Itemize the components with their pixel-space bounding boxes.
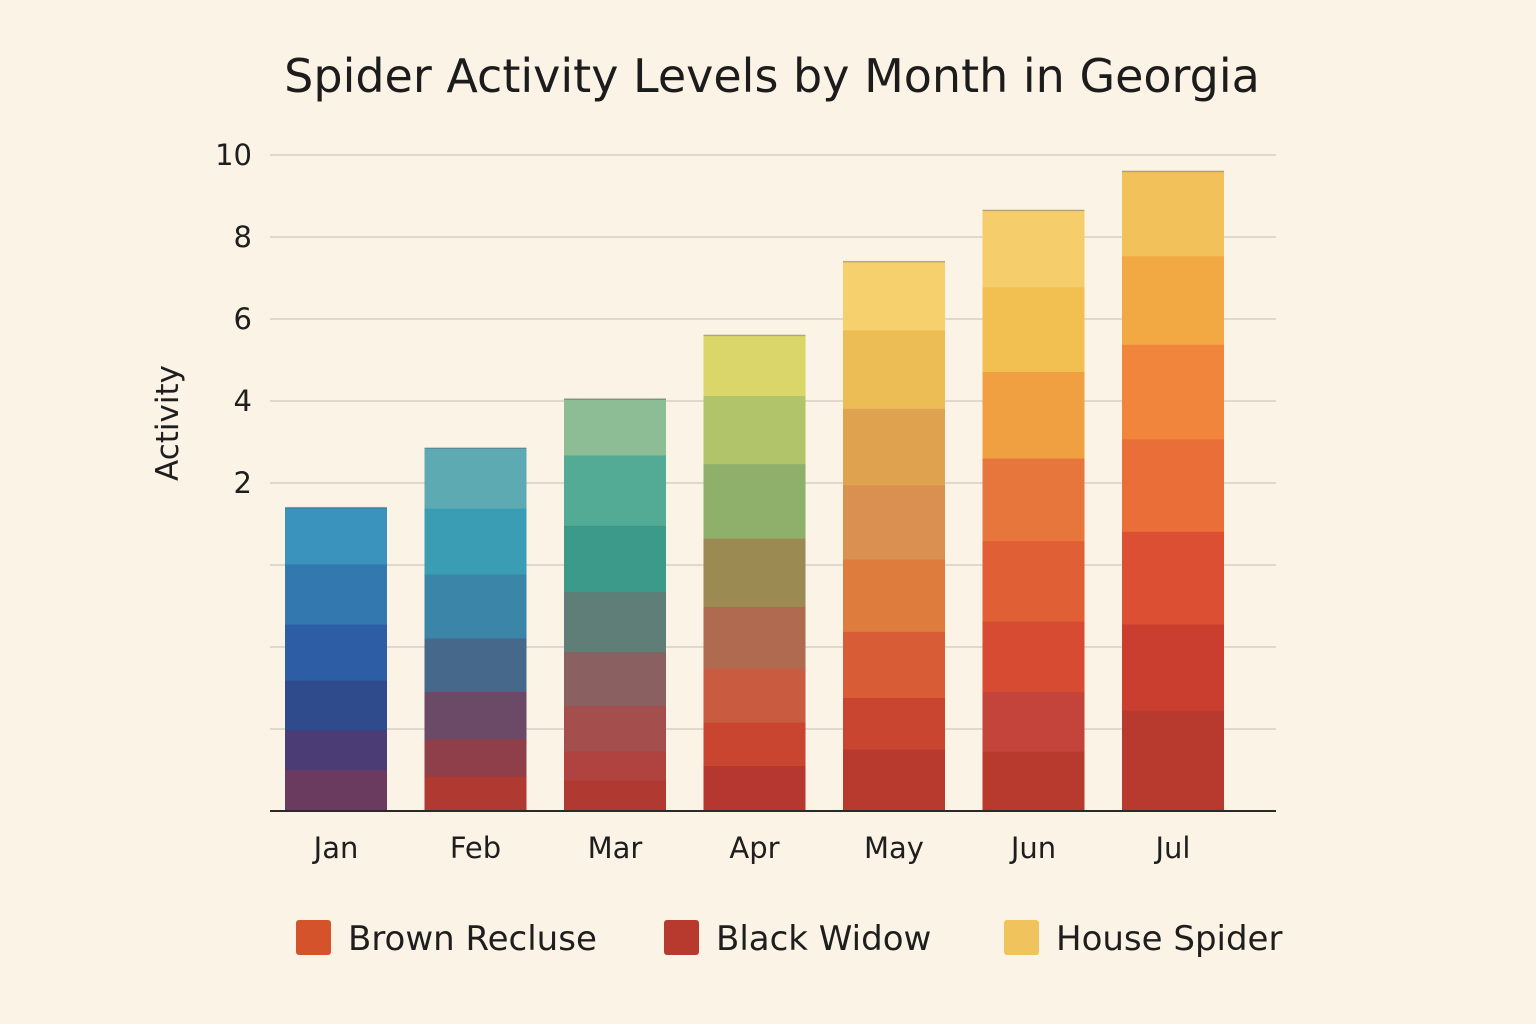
bar-segment	[843, 484, 945, 560]
x-tick-label: Feb	[450, 831, 501, 865]
legend-label: Black Widow	[716, 919, 931, 959]
chart-title: Spider Activity Levels by Month in Georg…	[284, 49, 1260, 103]
bar-segment	[843, 749, 945, 812]
legend-swatch	[1004, 920, 1039, 955]
bar-segment	[843, 697, 945, 750]
bar-segment	[424, 637, 527, 693]
bar-segment	[982, 286, 1085, 372]
x-tick-label: Jan	[312, 831, 359, 865]
legend-item: House Spider	[1004, 919, 1282, 959]
bar-segment	[703, 335, 806, 396]
y-tick-label: 8	[234, 220, 252, 254]
bar-segment	[1122, 710, 1224, 812]
x-tick-label: Mar	[588, 831, 643, 865]
legend: Brown Recluse Black Widow House Spider	[296, 919, 1282, 959]
bar-segment	[285, 680, 387, 731]
bar-segment	[982, 540, 1085, 622]
bar-segment	[424, 507, 527, 575]
bar-segment	[1122, 344, 1224, 440]
bar-segment	[703, 606, 806, 669]
y-tick-label: 4	[234, 384, 252, 418]
bar-segment	[285, 769, 387, 812]
bar-segment	[843, 261, 945, 331]
bar-segment	[703, 538, 806, 607]
bar-segment	[285, 623, 387, 681]
legend-swatch	[664, 920, 699, 955]
legend-item: Black Widow	[664, 919, 931, 959]
bar-segment	[564, 454, 666, 526]
bar-segment	[982, 691, 1085, 752]
x-tick-labels: Jan Feb Mar Apr May Jun Jul	[312, 831, 1191, 865]
bar-segment	[982, 371, 1085, 459]
y-tick-label: 6	[234, 302, 252, 336]
bar-segment	[424, 573, 527, 639]
y-axis-title: Activity	[150, 365, 186, 481]
bar-segment	[564, 705, 666, 752]
bar-jan	[285, 506, 387, 812]
y-tick-label: 10	[215, 138, 252, 172]
legend-item: Brown Recluse	[296, 919, 597, 959]
bar-segment	[703, 463, 806, 539]
bar-mar	[564, 398, 666, 812]
bar-segment	[424, 775, 527, 812]
bar-segment	[424, 448, 527, 509]
bar-segment	[843, 559, 945, 632]
bar-segment	[703, 722, 806, 767]
bar-segment	[564, 750, 666, 781]
bar-segment	[424, 738, 527, 777]
bar-segment	[843, 631, 945, 699]
bar-segment	[1122, 255, 1224, 345]
y-tick-labels: 2 4 6 8 10	[215, 138, 252, 500]
bar-feb	[424, 447, 527, 812]
bar-segment	[564, 398, 666, 456]
legend-swatch	[296, 920, 331, 955]
bar-segment	[564, 651, 666, 706]
bar-segment	[1122, 531, 1224, 625]
bar-may	[843, 260, 945, 812]
bar-apr	[703, 334, 806, 812]
x-tick-label: Apr	[729, 831, 779, 865]
bar-segment	[564, 591, 666, 653]
bar-segment	[703, 668, 806, 723]
bar-segment	[1122, 623, 1224, 711]
bar-segment	[703, 395, 806, 465]
bar-segment	[1122, 171, 1224, 257]
bar-segment	[564, 525, 666, 593]
bar-jun	[982, 209, 1085, 812]
legend-label: Brown Recluse	[348, 919, 597, 959]
bar-segment	[564, 779, 666, 812]
bar-segment	[1122, 438, 1224, 532]
bar-segment	[285, 507, 387, 565]
bar-segment	[982, 210, 1085, 288]
x-tick-label: Jul	[1154, 831, 1191, 865]
y-tick-label: 2	[234, 466, 252, 500]
bar-segment	[703, 765, 806, 812]
bar-segment	[843, 408, 945, 486]
bar-segment	[285, 563, 387, 625]
bar-segment	[285, 729, 387, 771]
bar-jul	[1122, 170, 1224, 812]
bar-segment	[982, 458, 1085, 542]
bars	[285, 170, 1224, 812]
bar-segment	[982, 751, 1085, 812]
legend-label: House Spider	[1056, 919, 1282, 959]
bar-segment	[424, 691, 527, 740]
x-tick-label: May	[864, 831, 924, 865]
bar-segment	[843, 329, 945, 409]
x-tick-label: Jun	[1009, 831, 1056, 865]
bar-segment	[982, 621, 1085, 692]
